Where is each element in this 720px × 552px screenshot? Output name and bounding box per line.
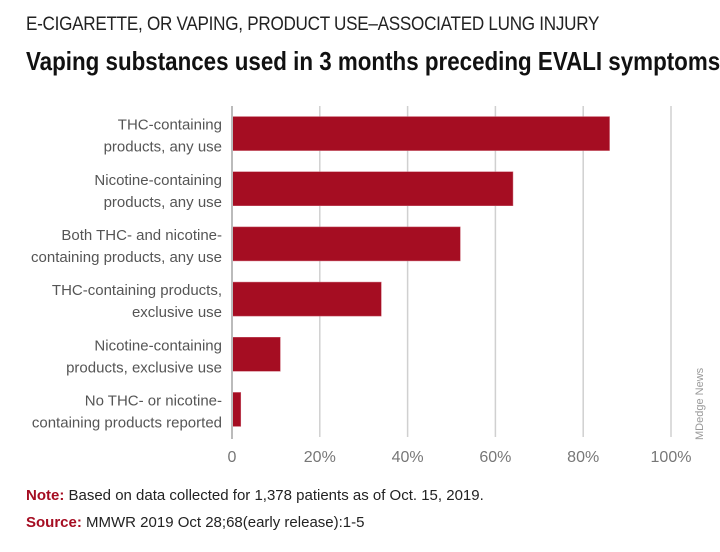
bar	[231, 392, 242, 427]
bar	[231, 116, 610, 151]
category-label: Nicotine-containing	[94, 337, 222, 354]
category-label: Both THC- and nicotine-	[61, 227, 222, 244]
category-label: exclusive use	[132, 304, 222, 321]
bar	[231, 171, 514, 206]
note-text: Based on data collected for 1,378 patien…	[64, 487, 484, 504]
category-label: THC-containing products,	[52, 282, 222, 299]
category-label: containing products, any use	[31, 249, 222, 266]
bar	[231, 226, 461, 262]
category-label: products, exclusive use	[66, 359, 222, 376]
x-tick-label: 100%	[651, 449, 692, 466]
source-label: Source:	[26, 514, 82, 531]
category-label: No THC- or nicotine-	[85, 392, 222, 409]
x-tick-label: 40%	[392, 449, 424, 466]
category-label: containing products reported	[32, 414, 222, 431]
note: Note: Based on data collected for 1,378 …	[26, 487, 484, 504]
source: Source: MMWR 2019 Oct 28;68(early releas…	[26, 514, 364, 531]
credit: MDedge News	[694, 367, 706, 440]
bar	[231, 337, 281, 372]
note-label: Note:	[26, 487, 65, 504]
chart-kicker: E-CIGARETTE, OR VAPING, PRODUCT USE–ASSO…	[26, 14, 600, 35]
x-tick-label: 60%	[479, 449, 511, 466]
category-label: THC-containing	[118, 117, 222, 134]
chart-title: Vaping substances used in 3 months prece…	[26, 46, 720, 76]
bar	[231, 281, 382, 317]
category-label: products, any use	[104, 194, 222, 211]
category-label: Nicotine-containing	[94, 172, 222, 189]
category-label: products, any use	[104, 139, 222, 156]
x-tick-label: 0	[228, 449, 237, 466]
x-tick-label: 20%	[304, 449, 336, 466]
source-text: MMWR 2019 Oct 28;68(early release):1-5	[81, 514, 365, 531]
x-tick-label: 80%	[567, 449, 599, 466]
